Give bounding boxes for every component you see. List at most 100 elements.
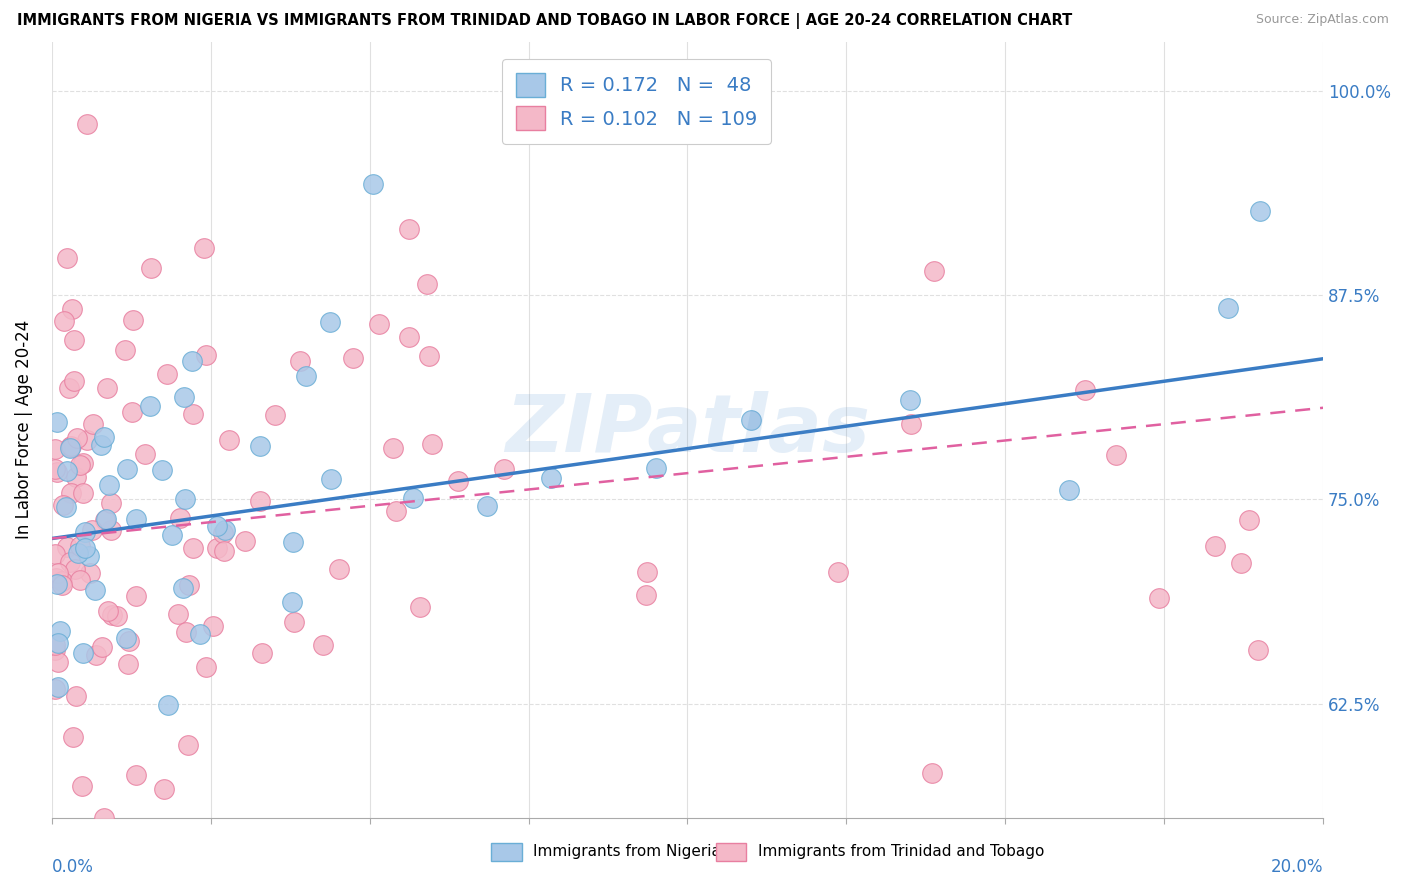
Point <box>91 640 114 655</box>
Point <box>321 472 343 486</box>
Point <box>1204 539 1226 553</box>
Point <box>100 523 122 537</box>
Point <box>160 528 183 542</box>
Point <box>121 313 143 327</box>
Point <box>63 562 86 576</box>
Point <box>98 478 121 492</box>
Point <box>69 539 91 553</box>
Point <box>69 574 91 588</box>
Point <box>188 627 211 641</box>
Point <box>475 499 498 513</box>
Point <box>44 639 66 653</box>
Point <box>117 657 139 671</box>
Point <box>44 442 66 457</box>
Point <box>56 251 79 265</box>
Point <box>740 413 762 427</box>
Point <box>342 351 364 365</box>
Point <box>194 348 217 362</box>
Point <box>1074 383 1097 397</box>
Point <box>398 221 420 235</box>
Point <box>183 541 205 555</box>
Point <box>93 430 115 444</box>
Point <box>97 604 120 618</box>
Point <box>1216 301 1239 315</box>
Point <box>44 548 66 562</box>
Point <box>1057 483 1080 497</box>
Point <box>214 523 236 537</box>
Point <box>205 519 228 533</box>
Point <box>177 738 200 752</box>
Point <box>416 277 439 291</box>
Point <box>79 566 101 581</box>
Point <box>250 646 273 660</box>
Point <box>125 768 148 782</box>
Point <box>312 638 335 652</box>
Point <box>48 566 70 580</box>
Point <box>94 513 117 527</box>
Point <box>281 534 304 549</box>
Point <box>361 178 384 192</box>
Point <box>1229 557 1251 571</box>
Point <box>51 578 73 592</box>
Point <box>283 615 305 629</box>
Point <box>76 117 98 131</box>
Text: Source: ZipAtlas.com: Source: ZipAtlas.com <box>1256 13 1389 27</box>
Point <box>402 491 425 505</box>
Point <box>45 416 67 430</box>
Text: ZIPatlas: ZIPatlas <box>505 391 870 469</box>
Y-axis label: In Labor Force | Age 20-24: In Labor Force | Age 20-24 <box>15 320 32 540</box>
Point <box>58 381 80 395</box>
Point <box>1239 513 1261 527</box>
Point <box>409 599 432 614</box>
Point <box>48 655 70 669</box>
Point <box>1105 449 1128 463</box>
Point <box>141 260 163 275</box>
Point <box>181 407 204 421</box>
Point <box>115 461 138 475</box>
Point <box>827 565 849 579</box>
Point <box>100 608 122 623</box>
Point <box>60 301 83 316</box>
Point <box>382 442 405 456</box>
Point <box>494 461 516 475</box>
Point <box>636 565 658 579</box>
Point <box>55 500 77 515</box>
Point <box>96 381 118 395</box>
Point <box>174 491 197 506</box>
Point <box>79 549 101 564</box>
Point <box>900 417 922 432</box>
Point <box>46 465 69 479</box>
Point <box>447 475 470 489</box>
Point <box>319 315 342 329</box>
Point <box>65 470 87 484</box>
Point <box>172 581 194 595</box>
Point <box>72 646 94 660</box>
Point <box>644 460 666 475</box>
Point <box>46 680 69 694</box>
Text: 20.0%: 20.0% <box>1271 858 1323 876</box>
Point <box>418 349 440 363</box>
Point <box>169 510 191 524</box>
Point <box>105 608 128 623</box>
Point <box>115 631 138 645</box>
Point <box>84 583 107 598</box>
Point <box>66 431 89 445</box>
Point <box>1247 643 1270 657</box>
Point <box>44 643 66 657</box>
Point <box>150 463 173 477</box>
Point <box>125 512 148 526</box>
Point <box>84 648 107 662</box>
Point <box>134 447 156 461</box>
Point <box>156 368 179 382</box>
Point <box>125 589 148 603</box>
Point <box>62 730 84 744</box>
Point <box>45 571 67 585</box>
Point <box>53 314 76 328</box>
Point <box>90 438 112 452</box>
Point <box>118 633 141 648</box>
Point <box>52 499 75 513</box>
Point <box>60 439 83 453</box>
Point <box>398 330 420 344</box>
Point <box>69 458 91 472</box>
Point <box>288 354 311 368</box>
